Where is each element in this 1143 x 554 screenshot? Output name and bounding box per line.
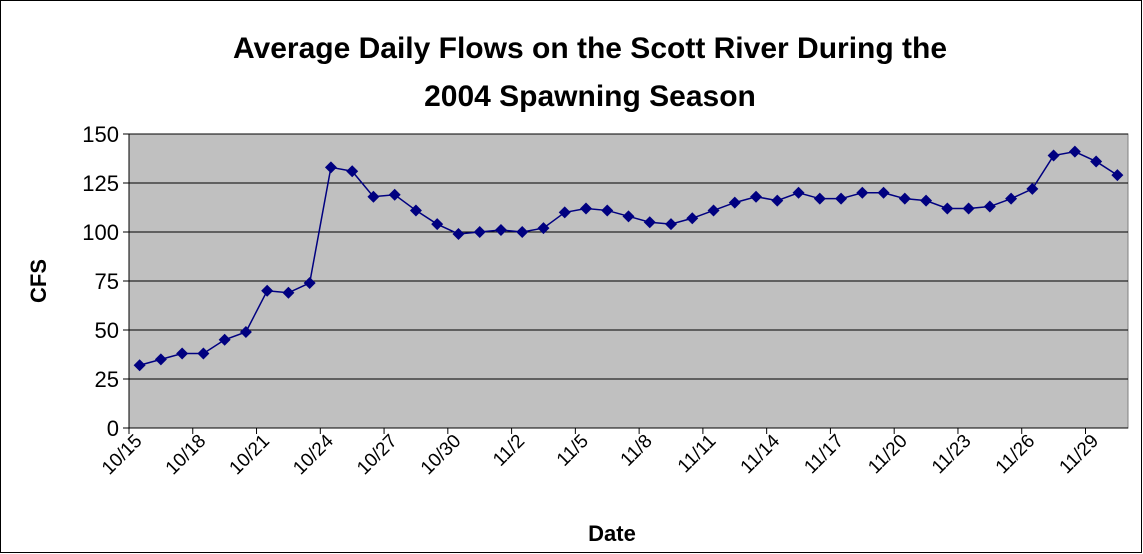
data-point [537,222,550,235]
data-point [558,206,571,219]
data-point [409,204,422,217]
data-point [835,192,848,205]
data-point [239,325,252,338]
data-point [516,226,529,238]
data-point [494,224,507,237]
data-point [665,218,678,231]
data-point [898,192,911,205]
data-point [154,353,167,366]
data-point [388,188,401,201]
data-point [367,190,380,203]
data-point [1068,145,1081,158]
data-point [431,218,444,231]
data-point [346,165,359,178]
y-tick-label: 150 [82,122,119,147]
data-point [601,204,614,217]
data-point [1047,149,1060,162]
data-point [197,347,210,360]
data-point [1005,192,1018,205]
y-tick-label: 100 [82,220,119,245]
data-point [218,333,231,346]
y-tick-label: 25 [95,367,119,392]
data-point [962,202,975,215]
data-point [728,196,741,209]
data-point [813,192,826,205]
data-point [579,202,592,215]
y-tick-label: 125 [82,171,119,196]
data-point [303,276,316,289]
data-point [856,186,869,199]
chart-title: Average Daily Flows on the Scott River D… [233,32,947,65]
data-point [686,212,699,225]
data-point [920,194,933,207]
data-point [941,202,954,215]
data-point [1090,155,1103,168]
data-point [452,227,465,240]
data-point [643,216,656,229]
data-point [261,284,274,297]
data-point [983,200,996,213]
y-tick-label: 75 [95,269,119,294]
data-point [877,186,890,199]
x-axis-label: Date [588,521,636,546]
data-point [707,204,720,217]
data-point [771,194,784,207]
chart-title: 2004 Spawning Season [424,80,756,113]
y-axis-label: CFS [26,259,51,303]
data-point [282,286,295,299]
data-point [176,347,189,360]
data-point [324,161,337,174]
y-tick-label: 0 [107,416,119,441]
data-point [133,359,146,372]
data-point [1026,182,1039,195]
data-point [473,226,486,238]
data-point [1111,169,1124,182]
data-point [750,190,763,203]
data-point [792,186,805,199]
y-tick-label: 50 [95,318,119,343]
data-point [622,210,635,223]
